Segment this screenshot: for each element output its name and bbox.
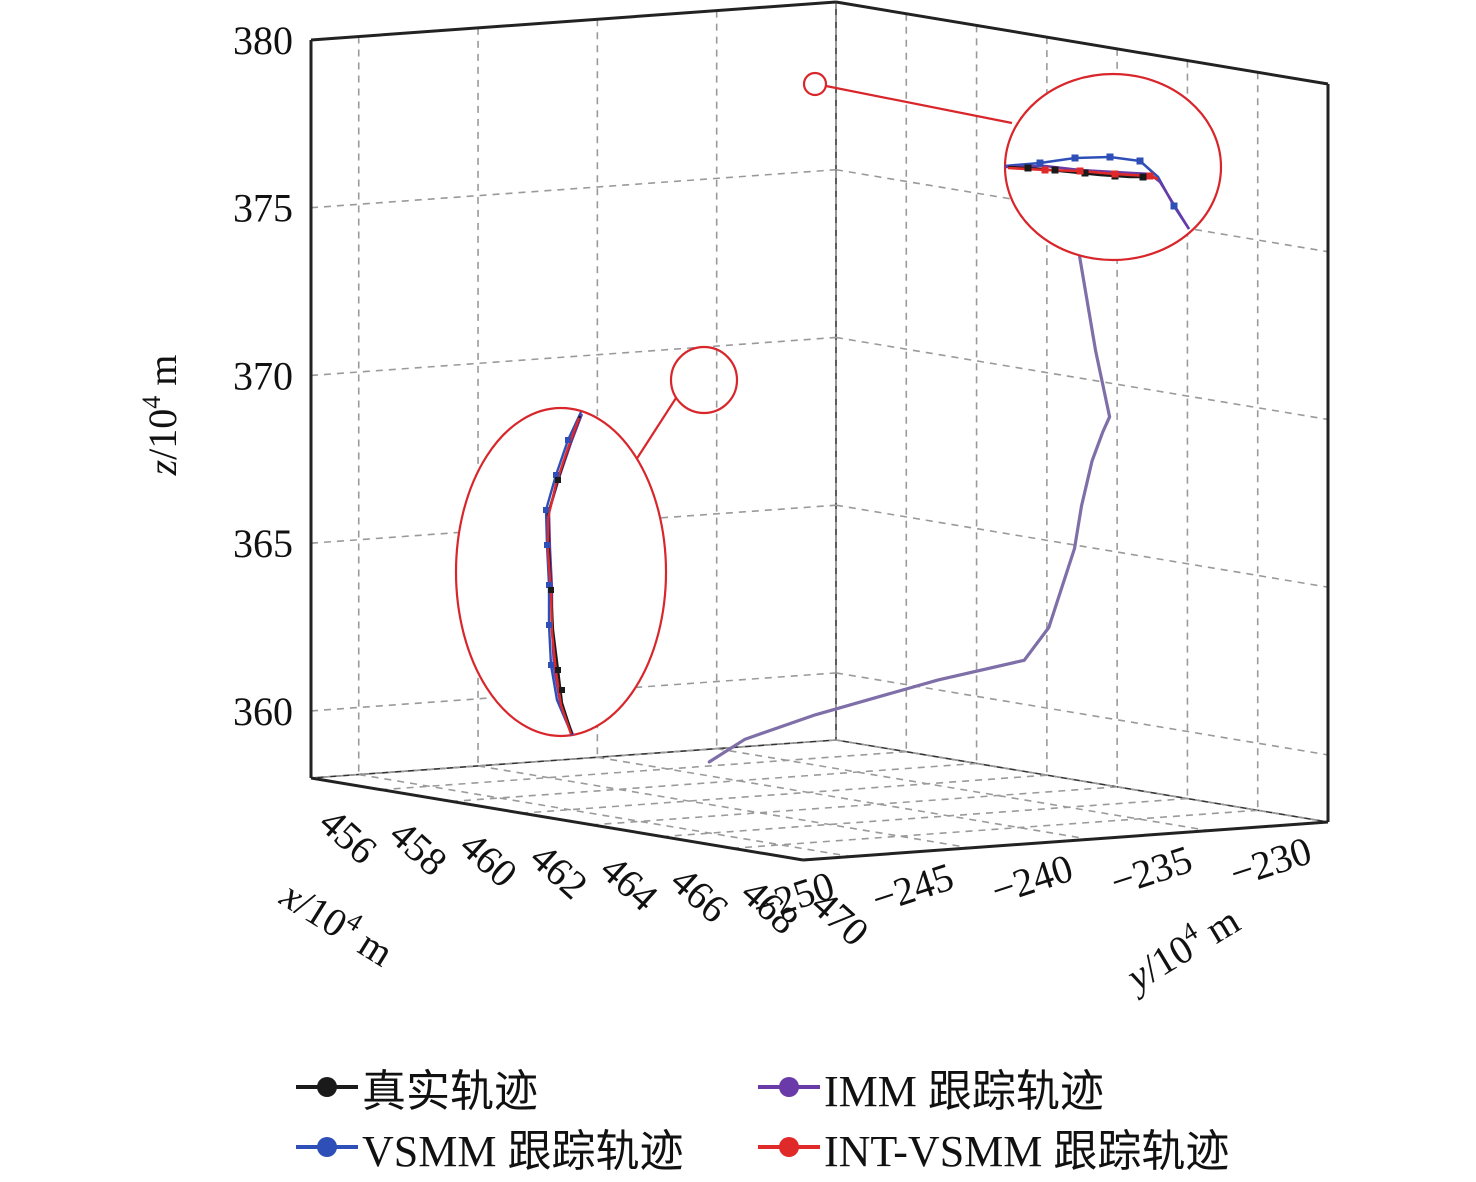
axis-label-unit: /10	[140, 409, 185, 460]
axis-label-tail: m	[1189, 897, 1247, 957]
tick-label-x: −245	[866, 854, 958, 922]
zoom-connector-mid	[635, 397, 677, 461]
grid-line-x	[597, 756, 1090, 841]
chart-3d: 360365370375380−230−235−240−245−25045645…	[137, 0, 1330, 1002]
legend: 真实轨迹 IMM 跟踪轨迹 VSMM 跟踪轨迹 INT-VSMM 跟踪轨迹	[296, 1058, 1416, 1178]
zoom-mid-series	[546, 417, 581, 735]
axis-label-var: z	[140, 459, 185, 476]
zoom-top-marker	[1081, 169, 1089, 177]
x-axis-label: x/104 m	[272, 869, 403, 975]
zoom-mid-marker	[546, 622, 552, 628]
tick-label-z: 365	[233, 521, 293, 566]
legend-label: 真实轨迹	[362, 1067, 538, 1116]
tick-label-z: 360	[233, 689, 293, 734]
legend-label: VSMM 跟踪轨迹	[362, 1127, 684, 1176]
zoom-top-marker	[1139, 173, 1147, 181]
tick-label-z: 380	[233, 18, 293, 63]
tick-label-y: 462	[522, 834, 597, 908]
zoom-top-marker	[1036, 159, 1044, 167]
grid-line-x	[477, 765, 971, 849]
zoom-mid-marker	[559, 687, 565, 693]
zoom-mid-marker	[546, 582, 552, 588]
zoom-top-marker	[1076, 167, 1084, 175]
tick-label-z: 375	[233, 186, 293, 231]
grid-line-y	[310, 739, 837, 779]
legend-item-true: 真实轨迹	[296, 1058, 538, 1116]
grid-line-y	[662, 797, 1188, 838]
legend-swatch	[296, 1077, 358, 1097]
legend-item-int-vsmm: INT-VSMM 跟踪轨迹	[758, 1118, 1229, 1176]
tick-label-x: −240	[986, 845, 1078, 913]
zoom-top-marker	[1051, 166, 1059, 174]
grid-line-z	[835, 336, 1329, 421]
zoom-marker-top	[802, 71, 828, 97]
zoom-mid-marker	[548, 587, 554, 593]
grid-line-y	[732, 809, 1258, 850]
grid-line-x	[835, 739, 1329, 823]
zoom-top-marker	[1146, 172, 1154, 180]
grid-line-z	[835, 672, 1329, 756]
zoom-mid-marker	[555, 477, 561, 483]
zoom-mid-marker	[565, 437, 571, 443]
zoom-top-marker	[1170, 202, 1178, 210]
legend-item-vsmm: VSMM 跟踪轨迹	[296, 1118, 684, 1176]
tick-label-y: 460	[452, 823, 527, 897]
axis-label-tail: m	[140, 355, 185, 396]
legend-label: INT-VSMM 跟踪轨迹	[824, 1127, 1230, 1176]
grid-line-x	[716, 747, 1209, 832]
zoom-connector-top	[825, 84, 1013, 125]
zoom-mid-marker	[548, 662, 554, 668]
zoom-insets	[454, 71, 1223, 738]
zoom-inset-mid	[454, 406, 668, 738]
zoom-mid-marker	[555, 667, 561, 673]
zoom-top-marker	[1024, 164, 1032, 172]
grid-line-y	[521, 774, 1047, 814]
z-axis-label: z/104 m	[137, 355, 185, 477]
zoom-mid-marker	[553, 472, 559, 478]
zoom-top-marker	[1111, 170, 1119, 178]
axes-box-front	[309, 0, 1330, 862]
front-floor-edge-y	[802, 820, 1329, 862]
zoom-mid-marker	[544, 542, 550, 548]
grid-line-z	[310, 336, 837, 377]
tick-label-y: 456	[311, 799, 386, 873]
grid-line-z	[310, 168, 837, 209]
grid-line-y	[381, 750, 907, 791]
y-axis-label: y/104 m	[1114, 895, 1248, 1002]
top-edge-y	[835, 0, 1329, 86]
legend-swatch	[758, 1077, 820, 1097]
tick-label-z: 370	[233, 353, 293, 398]
zoom-top-marker	[1136, 157, 1144, 165]
zoom-top-marker	[1041, 166, 1049, 174]
tick-label-y: 458	[381, 811, 456, 885]
legend-swatch	[758, 1137, 820, 1157]
zoom-marker-mid	[669, 345, 739, 415]
zoom-top-marker	[1106, 153, 1114, 161]
legend-label: IMM 跟踪轨迹	[824, 1067, 1104, 1116]
zoom-mid-marker	[543, 507, 549, 513]
tick-label-x: −230	[1224, 828, 1316, 896]
grid-line-y	[592, 786, 1118, 826]
tick-label-x: −235	[1105, 836, 1197, 904]
grid-line-y	[451, 762, 977, 803]
tick-label-y: 464	[592, 846, 667, 920]
grid-line-z	[835, 504, 1329, 588]
zoom-top-marker	[1071, 154, 1079, 162]
tick-label-y: 466	[662, 858, 737, 932]
top-edge-x	[310, 0, 837, 42]
legend-item-imm: IMM 跟踪轨迹	[758, 1058, 1104, 1116]
axis-label-exp: 4	[137, 396, 166, 409]
grid-line-x	[358, 773, 851, 858]
legend-swatch	[296, 1137, 358, 1157]
front-floor-edge-x	[310, 776, 804, 862]
